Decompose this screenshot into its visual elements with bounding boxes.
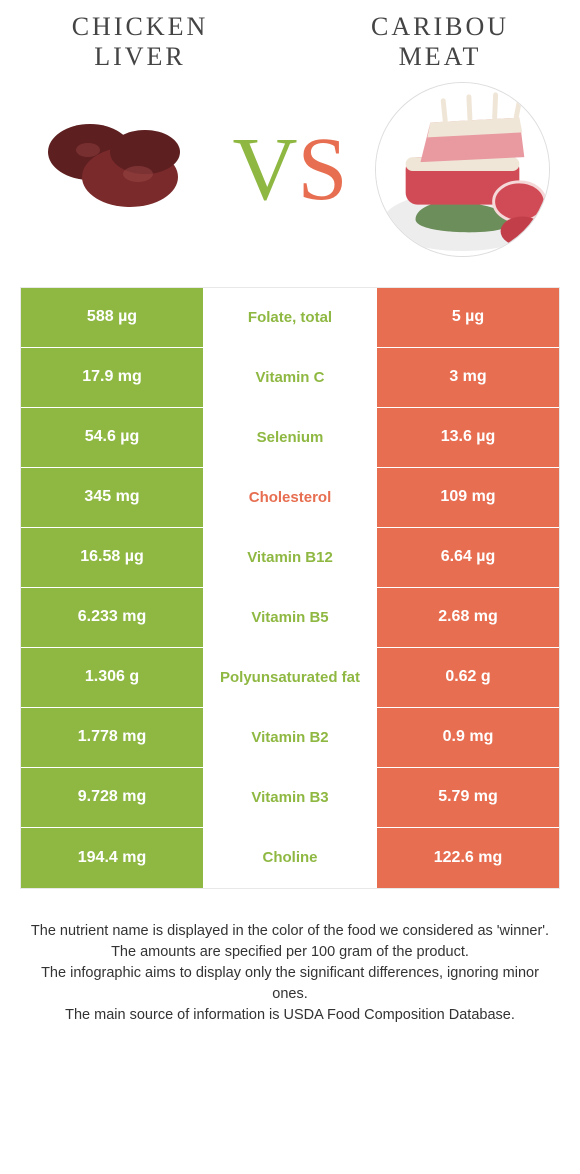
table-row: 345 mgCholesterol109 mg (21, 468, 559, 528)
vs-s-letter: S (297, 120, 347, 219)
footer-notes: The nutrient name is displayed in the co… (0, 889, 580, 1026)
left-value-cell: 194.4 mg (21, 828, 203, 888)
left-title-line1: CHICKEN (72, 12, 209, 41)
right-value-cell: 109 mg (377, 468, 559, 527)
chicken-liver-image (30, 82, 205, 257)
nutrient-name-cell: Cholesterol (203, 468, 377, 527)
nutrient-name-cell: Vitamin B2 (203, 708, 377, 767)
left-title-line2: LIVER (94, 42, 186, 71)
nutrient-name-cell: Vitamin B3 (203, 768, 377, 827)
table-row: 17.9 mgVitamin C3 mg (21, 348, 559, 408)
left-value-cell: 16.58 µg (21, 528, 203, 587)
comparison-table: 588 µgFolate, total5 µg17.9 mgVitamin C3… (20, 287, 560, 889)
footer-line-4: The main source of information is USDA F… (30, 1005, 550, 1026)
nutrient-name-cell: Selenium (203, 408, 377, 467)
vs-v-letter: V (232, 120, 297, 219)
left-value-cell: 9.728 mg (21, 768, 203, 827)
left-value-cell: 17.9 mg (21, 348, 203, 407)
left-value-cell: 6.233 mg (21, 588, 203, 647)
right-value-cell: 6.64 µg (377, 528, 559, 587)
nutrient-name-cell: Vitamin C (203, 348, 377, 407)
table-row: 16.58 µgVitamin B126.64 µg (21, 528, 559, 588)
header: CHICKEN LIVER CARIBOU MEAT (0, 0, 580, 72)
right-value-cell: 122.6 mg (377, 828, 559, 888)
right-value-cell: 13.6 µg (377, 408, 559, 467)
right-title-line1: CARIBOU (371, 12, 509, 41)
left-value-cell: 345 mg (21, 468, 203, 527)
left-value-cell: 1.306 g (21, 648, 203, 707)
footer-line-1: The nutrient name is displayed in the co… (30, 921, 550, 942)
table-row: 194.4 mgCholine122.6 mg (21, 828, 559, 888)
right-value-cell: 5.79 mg (377, 768, 559, 827)
table-row: 1.306 gPolyunsaturated fat0.62 g (21, 648, 559, 708)
left-value-cell: 588 µg (21, 288, 203, 347)
footer-line-2: The amounts are specified per 100 gram o… (30, 942, 550, 963)
right-title-line2: MEAT (399, 42, 482, 71)
nutrient-name-cell: Choline (203, 828, 377, 888)
left-food-title: CHICKEN LIVER (40, 12, 240, 72)
right-value-cell: 5 µg (377, 288, 559, 347)
table-row: 588 µgFolate, total5 µg (21, 288, 559, 348)
caribou-meat-image (375, 82, 550, 257)
right-value-cell: 3 mg (377, 348, 559, 407)
right-value-cell: 2.68 mg (377, 588, 559, 647)
footer-line-3: The infographic aims to display only the… (30, 963, 550, 1005)
left-value-cell: 54.6 µg (21, 408, 203, 467)
vs-label: VS (232, 118, 347, 221)
table-row: 1.778 mgVitamin B20.9 mg (21, 708, 559, 768)
nutrient-name-cell: Folate, total (203, 288, 377, 347)
infographic-container: CHICKEN LIVER CARIBOU MEAT VS (0, 0, 580, 1026)
table-row: 54.6 µgSelenium13.6 µg (21, 408, 559, 468)
right-value-cell: 0.62 g (377, 648, 559, 707)
nutrient-name-cell: Vitamin B5 (203, 588, 377, 647)
right-food-title: CARIBOU MEAT (340, 12, 540, 72)
images-row: VS (0, 72, 580, 287)
table-row: 9.728 mgVitamin B35.79 mg (21, 768, 559, 828)
right-value-cell: 0.9 mg (377, 708, 559, 767)
nutrient-name-cell: Vitamin B12 (203, 528, 377, 587)
table-row: 6.233 mgVitamin B52.68 mg (21, 588, 559, 648)
nutrient-name-cell: Polyunsaturated fat (203, 648, 377, 707)
left-value-cell: 1.778 mg (21, 708, 203, 767)
